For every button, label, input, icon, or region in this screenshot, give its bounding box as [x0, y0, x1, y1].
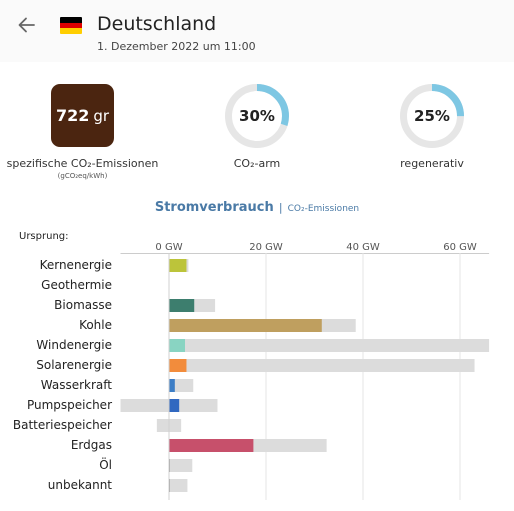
low-carbon-label: CO₂-arm [233, 157, 281, 170]
category-label: Pumpspeicher [26, 398, 112, 412]
page-title: Deutschland [97, 13, 217, 35]
category-label: Geothermie [41, 278, 112, 292]
back-button[interactable] [14, 12, 40, 38]
category-label: Erdgas [70, 438, 112, 452]
co2-intensity-box[interactable]: 722 gr [51, 84, 114, 147]
capacity-bar [169, 479, 188, 492]
germany-flag-icon [60, 17, 82, 34]
tab-stromverbrauch[interactable]: Stromverbrauch [154, 200, 274, 215]
low-carbon-value: 30% [239, 107, 275, 125]
category-label: Batteriespeicher [12, 418, 112, 432]
category-label: Kernenergie [39, 258, 112, 272]
production-bar [169, 259, 187, 272]
low-carbon-gauge[interactable]: 30% [224, 83, 290, 153]
x-tick-label: 40 GW [346, 242, 380, 253]
co2-unit: gr [93, 106, 110, 125]
category-label: Solarenergie [36, 358, 112, 372]
production-bar [169, 339, 186, 352]
capacity-bar [169, 459, 193, 472]
co2-unit-label: (gCO₂eq/kWh) [57, 172, 108, 180]
production-bar [169, 439, 254, 452]
renewable-value: 25% [414, 107, 450, 125]
tab-separator: | [278, 201, 283, 214]
co2-value: 722 [55, 106, 90, 125]
category-label: unbekannt [47, 478, 112, 492]
category-label: Öl [99, 458, 112, 472]
production-bar [169, 399, 180, 412]
renewable-ring [400, 84, 464, 148]
origin-label: Ursprung: [19, 231, 69, 242]
app-header [0, 0, 514, 62]
chart-tabs: Stromverbrauch | CO₂-Emissionen [0, 196, 514, 215]
production-bar [169, 319, 322, 332]
renewable-label: regenerativ [400, 157, 464, 170]
timestamp: 1. Dezember 2022 um 11:00 [97, 40, 256, 53]
arrow-left-icon [18, 17, 35, 33]
production-bar [169, 379, 175, 392]
capacity-bar [169, 339, 490, 352]
x-tick-label: 20 GW [249, 242, 283, 253]
co2-label: spezifische CO₂-Emissionen [6, 157, 159, 170]
production-bar [169, 359, 187, 372]
x-tick-label: 60 GW [443, 242, 477, 253]
tab-co2-emissionen[interactable]: CO₂-Emissionen [287, 204, 360, 214]
x-tick-label: 0 GW [155, 242, 182, 253]
production-bar [169, 299, 195, 312]
category-label: Kohle [79, 318, 112, 332]
capacity-bar [169, 359, 475, 372]
category-label: Wasserkraft [40, 378, 112, 392]
capacity-bar [169, 379, 194, 392]
renewable-gauge[interactable]: 25% [399, 83, 465, 153]
low-carbon-ring [225, 84, 289, 148]
category-label: Biomasse [54, 298, 112, 312]
category-label: Windenergie [36, 338, 112, 352]
